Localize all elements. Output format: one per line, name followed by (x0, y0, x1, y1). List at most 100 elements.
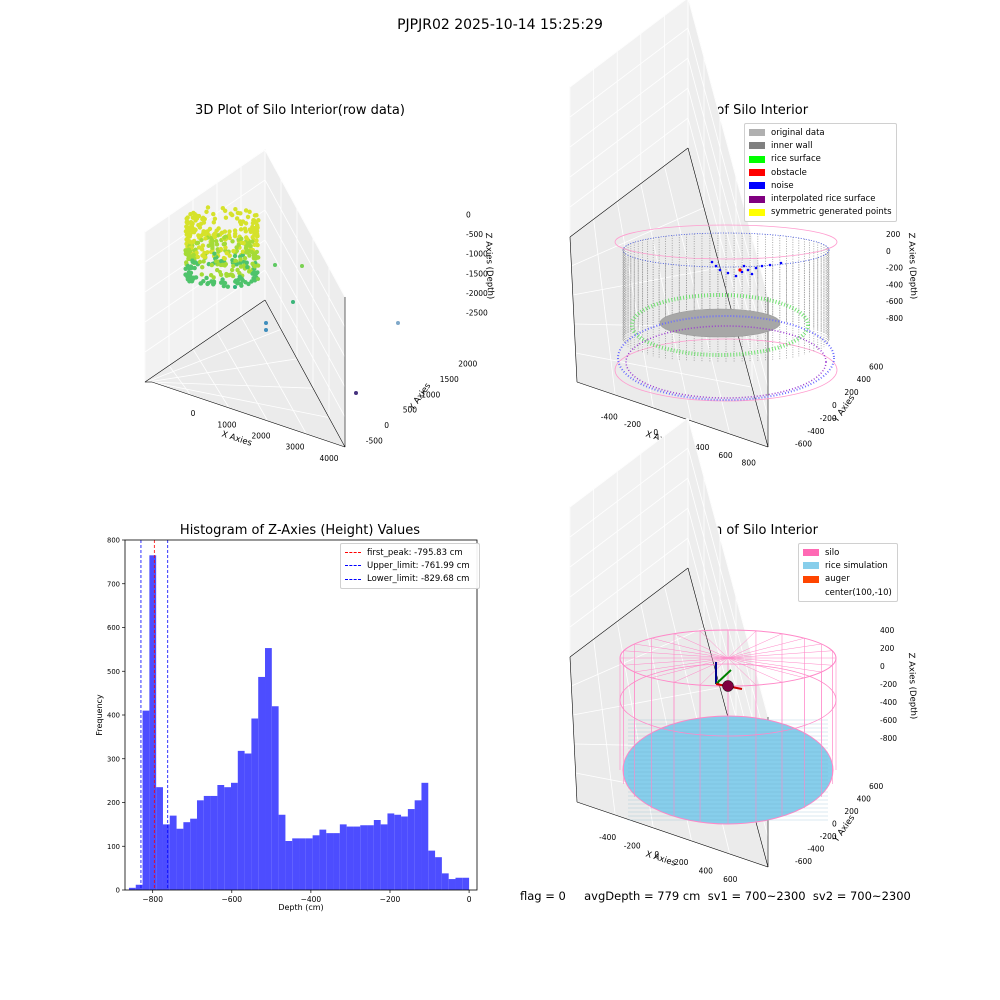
raw-point (243, 280, 247, 284)
raw-point (222, 235, 226, 239)
z-tick-label: -200 (880, 680, 897, 689)
legend-label: auger (825, 574, 850, 584)
histogram-bar (204, 796, 211, 890)
raw-point (200, 272, 204, 276)
histogram-legend: first_peak: -795.83 cm Upper_limit: -761.… (340, 543, 480, 589)
raw-point (223, 256, 227, 260)
outlier-point (354, 391, 358, 395)
x-tick-label: 600 (723, 875, 738, 884)
noise-point (735, 275, 738, 278)
raw-point (253, 264, 257, 268)
x-tick-label: -400 (601, 412, 618, 421)
raw-point (249, 279, 253, 283)
raw-point (231, 274, 235, 278)
legend-label: inner wall (771, 141, 812, 151)
histogram-bar (163, 824, 170, 890)
raw-point (216, 226, 220, 230)
legend-swatch (803, 549, 819, 556)
raw-point (225, 251, 229, 255)
raw-point (240, 276, 244, 280)
legend-label: symmetric generated points (771, 207, 892, 217)
histogram-bar (143, 711, 150, 890)
z-tick-label: -600 (880, 716, 897, 725)
histogram-bar (455, 878, 462, 890)
raw-point (193, 228, 197, 232)
y-tick-label: 0 (116, 887, 120, 895)
z-tick-label: 200 (886, 230, 901, 239)
raw-point (199, 281, 203, 285)
noise-point (715, 265, 718, 268)
raw-point (200, 265, 204, 269)
outlier-point (218, 270, 222, 274)
raw-point (187, 239, 191, 243)
raw-point (203, 236, 207, 240)
legend-label: rice simulation (825, 561, 888, 571)
z-tick-label: 0 (880, 662, 885, 671)
raw-point (233, 259, 237, 263)
raw-point (227, 229, 231, 233)
raw-point (247, 269, 251, 273)
x-tick-label: 2000 (251, 432, 270, 441)
histogram-bar (285, 841, 292, 890)
raw-point (206, 281, 210, 285)
raw-point (245, 261, 249, 265)
z-tick-label: -800 (880, 734, 897, 743)
histogram-bar (340, 824, 347, 890)
raw-point (198, 234, 202, 238)
x-tick-label: 0 (191, 409, 196, 418)
legend-swatch (749, 196, 765, 203)
histogram-bar (265, 648, 272, 890)
raw-point (185, 221, 189, 225)
raw-point (248, 227, 252, 231)
y-tick-label: 700 (107, 580, 120, 588)
raw-point (190, 254, 194, 258)
raw-point (209, 273, 213, 277)
raw-point (253, 252, 257, 256)
y-tick-label: 400 (857, 795, 872, 804)
histogram-bar (197, 800, 204, 890)
histogram-bar (231, 783, 238, 890)
histogram-bar (449, 879, 456, 890)
histogram-bar (272, 706, 279, 890)
legend-label: original data (771, 128, 825, 138)
z-tick-label: -500 (466, 230, 483, 239)
histogram-bar (462, 878, 469, 890)
x-tick-label: 400 (695, 443, 710, 452)
auger-marker (723, 681, 734, 692)
raw-point (212, 220, 216, 224)
raw-point (244, 229, 248, 233)
raw-point (229, 211, 233, 215)
histogram-bar (245, 754, 252, 891)
raw-point (204, 210, 208, 214)
x-tick-label: −200 (380, 895, 401, 904)
noise-point (761, 265, 764, 268)
x-tick-label: -400 (599, 833, 616, 842)
legend-entry: rice surface (749, 153, 892, 166)
raw-point (230, 239, 234, 243)
raw-point (202, 251, 206, 255)
y-tick-label: -400 (807, 844, 824, 853)
histogram-bar (347, 827, 354, 890)
z-tick-label: -2500 (466, 309, 488, 318)
legend-label: Upper_limit: -761.99 cm (367, 561, 470, 571)
y-tick-label: 100 (107, 843, 120, 851)
raw-point (247, 210, 251, 214)
raw-point (216, 250, 220, 254)
histogram-bar (326, 833, 333, 890)
y-tick-label: -600 (795, 857, 812, 866)
raw-point (235, 268, 239, 272)
raw-point (239, 227, 243, 231)
y-tick-label: 500 (107, 668, 120, 676)
y-tick-label: 400 (107, 712, 120, 720)
raw-point (253, 256, 257, 260)
x-tick-label: 3000 (285, 443, 304, 452)
raw-point (236, 211, 240, 215)
legend-entry: original data (749, 126, 892, 139)
raw-point (223, 281, 227, 285)
x-tick-label: 800 (742, 459, 757, 468)
legend-label: Lower_limit: -829.68 cm (367, 574, 469, 584)
histogram-bar (435, 857, 442, 890)
raw-point (239, 264, 243, 268)
outlier-point (264, 328, 268, 332)
histogram-bar (190, 819, 197, 890)
